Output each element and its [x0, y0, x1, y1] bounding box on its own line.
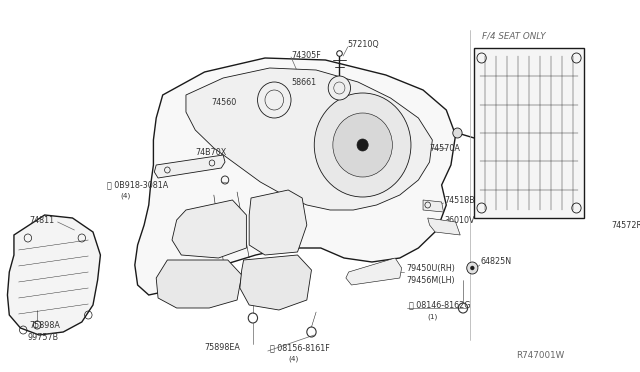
- Text: 36010V: 36010V: [444, 215, 475, 224]
- Text: 74572R: 74572R: [612, 221, 640, 230]
- Text: 75898EA: 75898EA: [205, 343, 241, 353]
- Text: ⓝ 0B918-3081A: ⓝ 0B918-3081A: [107, 180, 168, 189]
- Polygon shape: [428, 218, 460, 235]
- Polygon shape: [240, 255, 312, 310]
- Circle shape: [467, 262, 478, 274]
- Text: 74305F: 74305F: [291, 51, 321, 60]
- Text: (4): (4): [121, 193, 131, 199]
- Text: 58661: 58661: [291, 77, 316, 87]
- Text: 79450U(RH): 79450U(RH): [406, 263, 455, 273]
- Text: 74B70X: 74B70X: [195, 148, 227, 157]
- Polygon shape: [8, 215, 100, 335]
- Polygon shape: [154, 155, 225, 178]
- Circle shape: [357, 139, 368, 151]
- Polygon shape: [249, 190, 307, 255]
- Text: 74560: 74560: [211, 97, 236, 106]
- Text: Ⓑ 08146-8162G: Ⓑ 08146-8162G: [409, 301, 470, 310]
- Text: 75898A: 75898A: [29, 321, 61, 330]
- Circle shape: [314, 93, 411, 197]
- Text: 74570A: 74570A: [429, 144, 460, 153]
- Text: (1): (1): [428, 314, 438, 320]
- Text: 64825N: 64825N: [481, 257, 512, 266]
- Text: 74518B: 74518B: [444, 196, 475, 205]
- Text: 74811: 74811: [29, 215, 55, 224]
- Circle shape: [452, 128, 462, 138]
- Text: 57210Q: 57210Q: [348, 39, 380, 48]
- Circle shape: [333, 113, 392, 177]
- Circle shape: [257, 82, 291, 118]
- Text: R747001W: R747001W: [516, 350, 564, 359]
- Text: F/4 SEAT ONLY: F/4 SEAT ONLY: [482, 32, 545, 41]
- Text: (4): (4): [288, 356, 298, 362]
- Polygon shape: [135, 58, 456, 295]
- Text: 79456M(LH): 79456M(LH): [406, 276, 455, 285]
- Circle shape: [328, 76, 351, 100]
- Polygon shape: [156, 260, 242, 308]
- Polygon shape: [172, 200, 246, 258]
- Text: 99757B: 99757B: [28, 334, 59, 343]
- Text: Ⓑ 08156-8161F: Ⓑ 08156-8161F: [269, 343, 330, 353]
- Polygon shape: [346, 258, 402, 285]
- Circle shape: [470, 266, 474, 270]
- Polygon shape: [423, 200, 444, 212]
- Polygon shape: [474, 48, 584, 218]
- Polygon shape: [186, 68, 433, 210]
